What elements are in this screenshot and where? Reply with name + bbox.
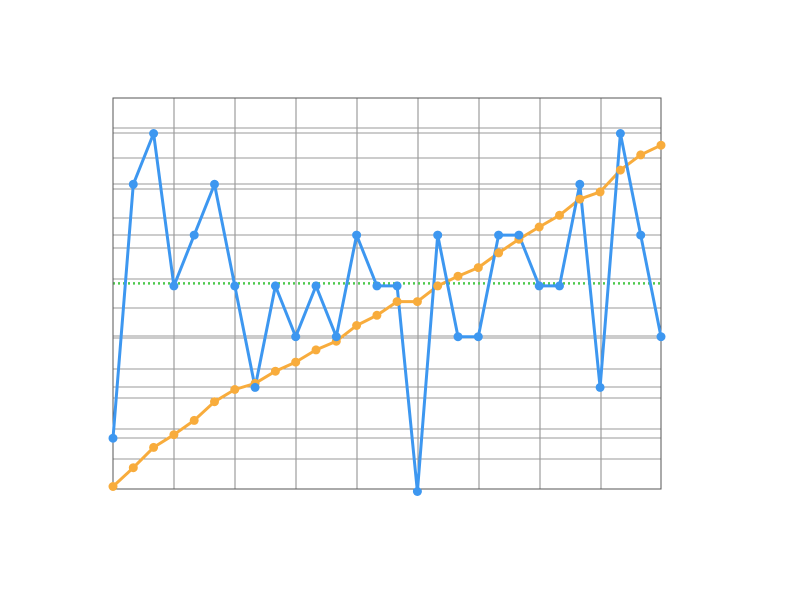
data-point-series-2: [575, 194, 585, 204]
data-point-series-1: [250, 382, 260, 392]
data-point-series-2: [230, 385, 240, 394]
data-point-series-1: [636, 230, 646, 240]
data-point-series-2: [636, 150, 646, 160]
data-point-series-1: [392, 281, 402, 291]
data-point-series-1: [210, 179, 219, 189]
data-point-series-2: [412, 297, 422, 307]
data-point-series-2: [453, 271, 463, 281]
data-point-series-2: [189, 415, 199, 425]
data-point-series-1: [128, 179, 138, 189]
series-lines: [111, 132, 663, 493]
data-point-series-1: [656, 332, 666, 342]
data-point-series-1: [615, 129, 625, 138]
series-line-1: [111, 132, 663, 493]
data-point-series-2: [595, 187, 605, 197]
data-point-series-1: [595, 382, 605, 392]
data-point-series-2: [615, 165, 625, 175]
data-point-series-1: [230, 281, 240, 291]
data-point-series-2: [433, 281, 443, 291]
data-point-series-2: [128, 463, 138, 473]
data-point-series-2: [656, 140, 666, 150]
data-point-series-1: [514, 230, 524, 240]
data-point-series-1: [473, 332, 483, 342]
data-point-series-2: [108, 482, 118, 491]
data-point-series-2: [169, 430, 179, 440]
series-markers: [108, 129, 666, 496]
data-point-series-1: [169, 281, 179, 291]
data-point-series-2: [372, 310, 382, 320]
data-point-series-1: [575, 179, 585, 189]
data-point-series-1: [149, 129, 159, 138]
data-point-series-2: [149, 442, 159, 452]
data-point-series-2: [555, 210, 564, 220]
data-point-series-1: [291, 332, 301, 342]
data-point-series-2: [270, 366, 280, 376]
data-point-series-2: [210, 397, 219, 407]
data-point-series-2: [473, 263, 483, 273]
data-point-series-1: [412, 487, 422, 496]
data-point-series-1: [372, 281, 382, 291]
data-point-series-1: [331, 332, 341, 342]
data-point-series-2: [392, 297, 402, 307]
data-point-series-2: [311, 345, 321, 355]
data-point-series-1: [311, 281, 321, 291]
series-line-2: [111, 143, 662, 488]
chart-grid: [113, 98, 661, 489]
data-point-series-1: [555, 281, 564, 291]
data-point-series-2: [534, 222, 544, 232]
data-point-series-1: [433, 230, 443, 240]
data-point-series-1: [494, 230, 504, 240]
data-point-series-1: [108, 433, 118, 443]
data-point-series-1: [189, 230, 199, 240]
data-point-series-2: [352, 321, 362, 330]
data-point-series-1: [352, 230, 362, 240]
data-point-series-1: [270, 281, 280, 291]
data-point-series-2: [291, 357, 301, 367]
data-point-series-2: [494, 248, 504, 258]
plot-frame: [112, 97, 662, 490]
data-point-series-1: [453, 332, 463, 342]
data-point-series-1: [534, 281, 544, 291]
plot-area-border: [112, 97, 662, 490]
